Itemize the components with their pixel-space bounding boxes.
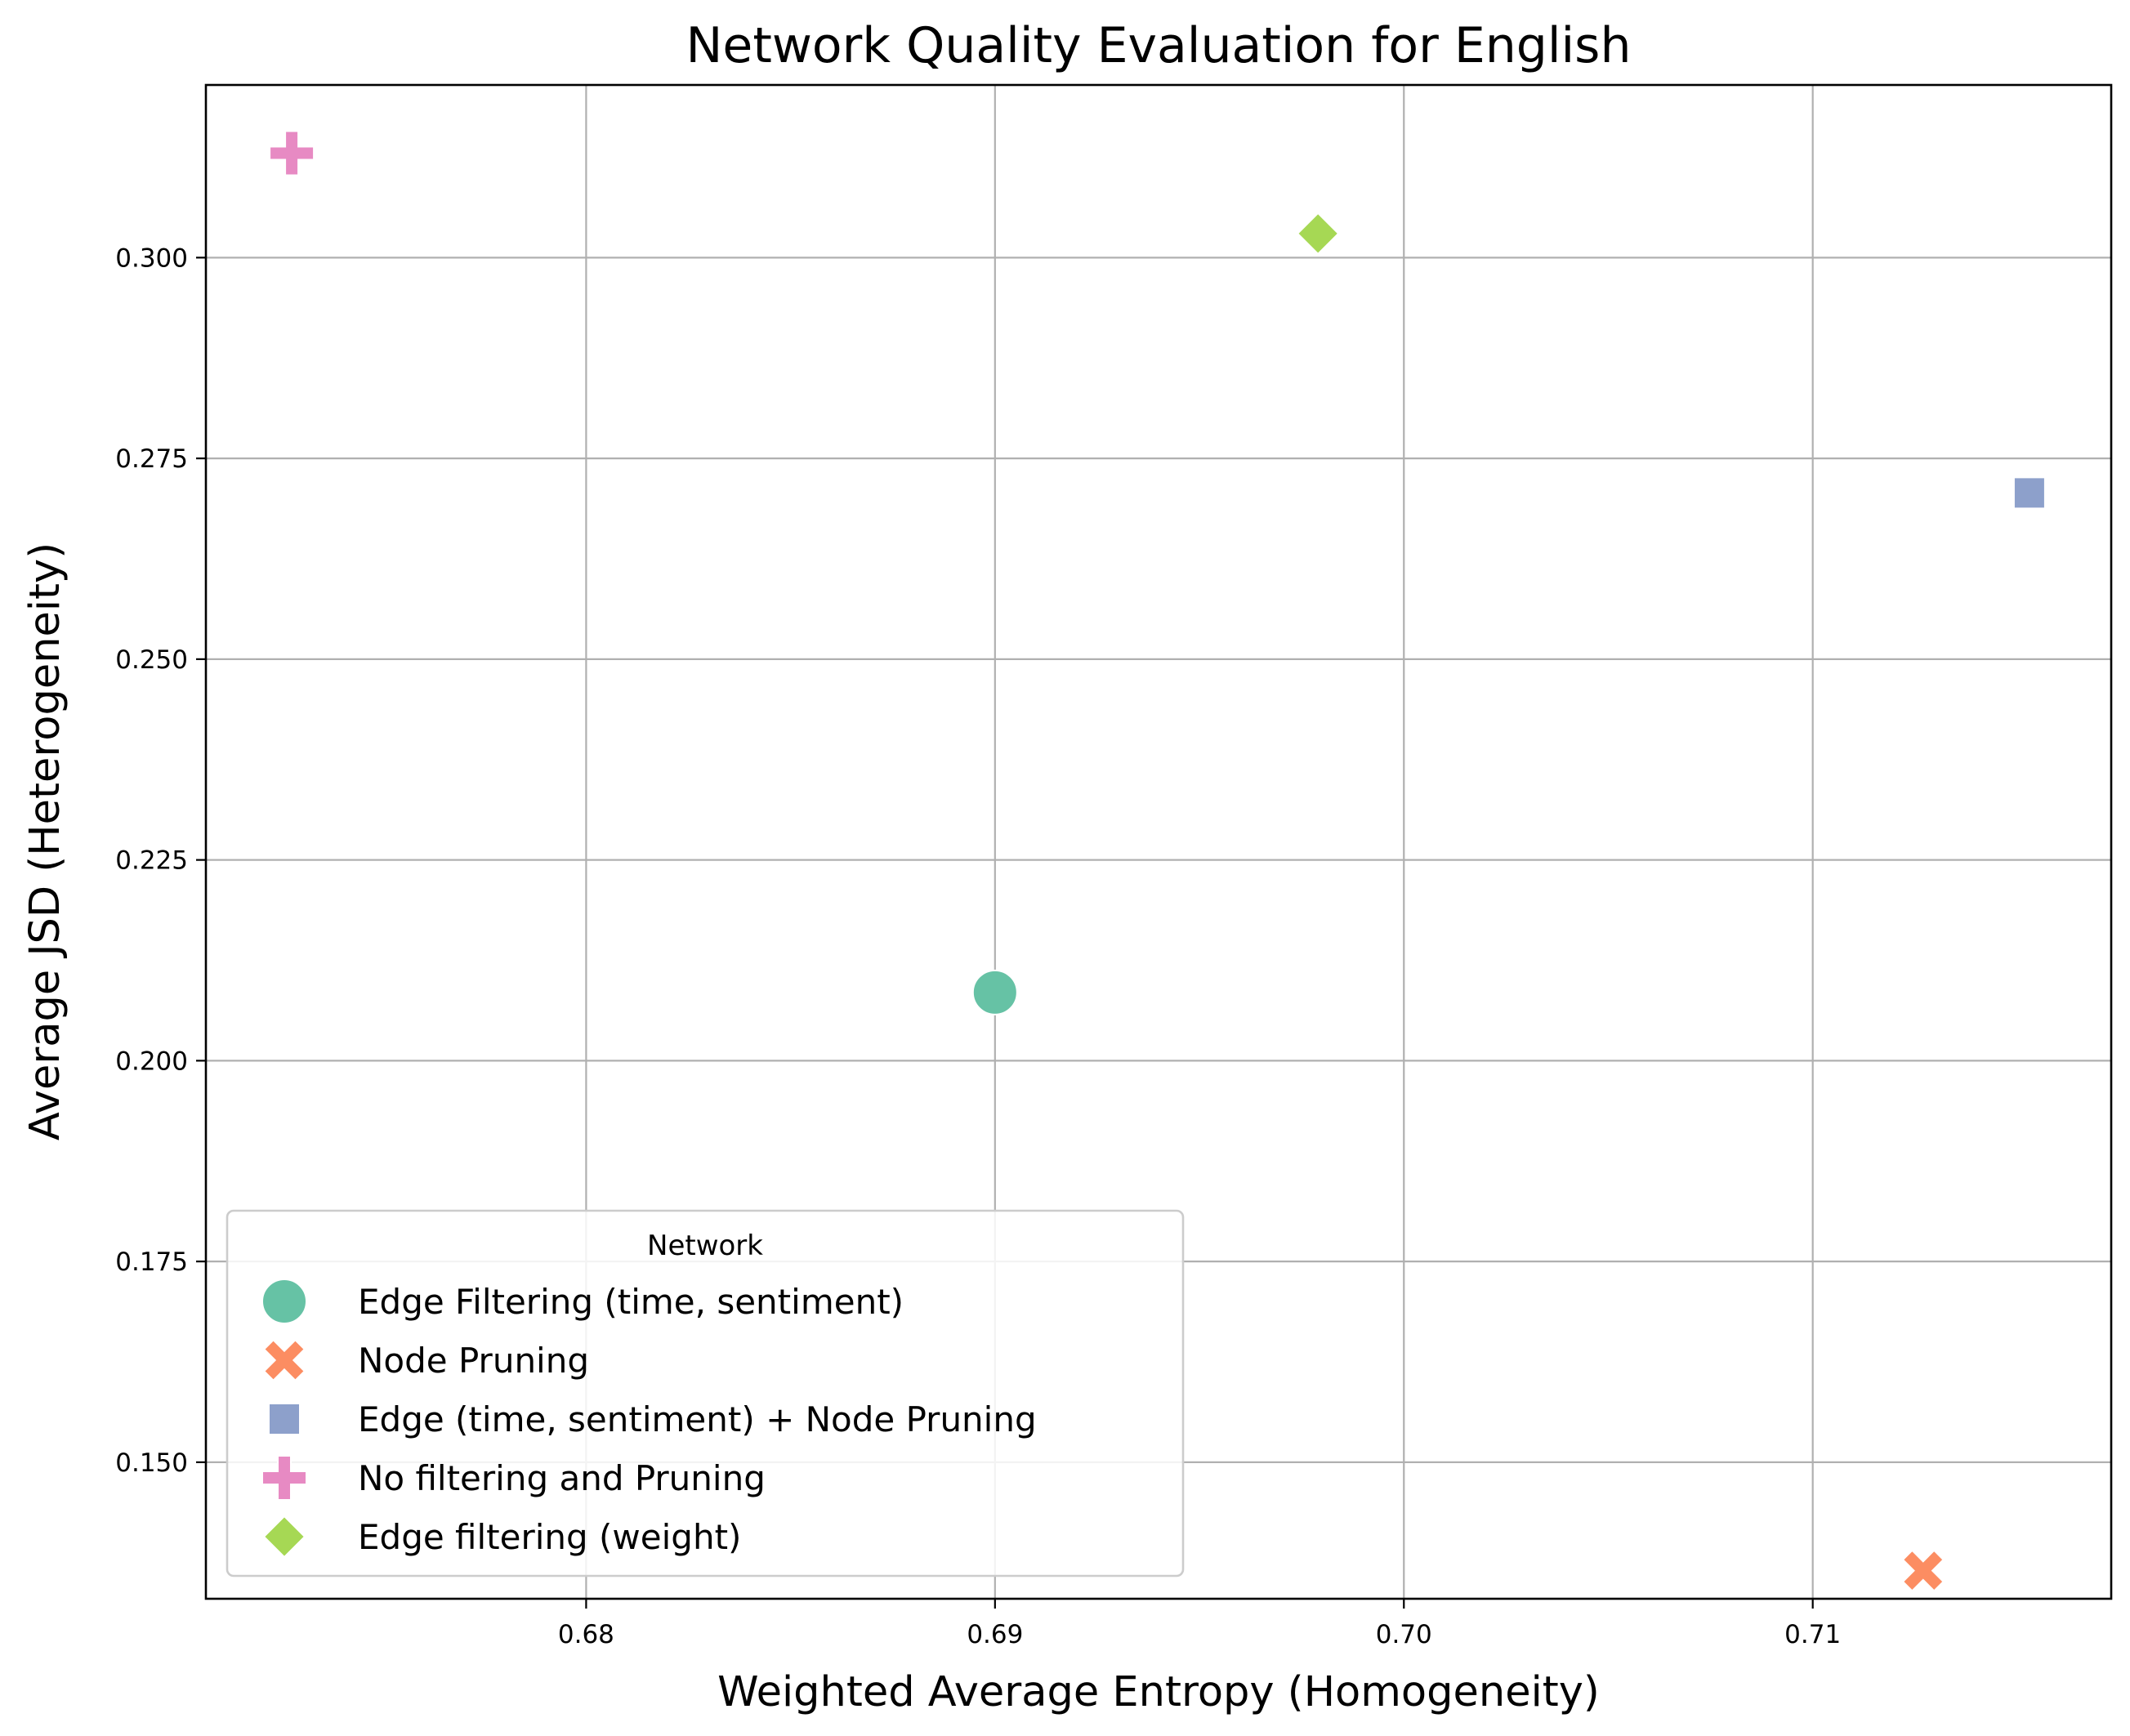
data-points: [269, 130, 2046, 1592]
x-tick-label: 0.69: [967, 1620, 1023, 1649]
legend-label: Edge (time, sentiment) + Node Pruning: [358, 1399, 1037, 1439]
x-axis-label: Weighted Average Entropy (Homogeneity): [717, 1668, 1600, 1716]
legend-label: Edge Filtering (time, sentiment): [358, 1282, 904, 1322]
data-point: [971, 969, 1018, 1015]
data-point: [269, 130, 315, 176]
legend-label: No filtering and Pruning: [358, 1458, 766, 1498]
y-tick-label: 0.175: [115, 1247, 188, 1277]
chart-title: Network Quality Evaluation for English: [686, 17, 1632, 74]
y-tick-label: 0.225: [115, 846, 188, 876]
legend-items: Edge Filtering (time, sentiment) Node Pru…: [261, 1279, 1037, 1559]
legend-marker: [261, 1279, 307, 1324]
x-tick-label: 0.71: [1784, 1620, 1841, 1649]
legend-marker: [262, 1338, 306, 1382]
legend: Network Edge Filtering (time, sentiment)…: [226, 1209, 1185, 1578]
y-tick-label: 0.275: [115, 444, 188, 474]
y-tick-label: 0.250: [115, 645, 188, 675]
y-axis-label: Average JSD (Heterogeneity): [21, 542, 69, 1140]
data-point: [1296, 212, 1340, 256]
y-tick-label: 0.150: [115, 1448, 188, 1478]
legend-label: Edge filtering (weight): [358, 1517, 741, 1557]
data-point: [2012, 476, 2046, 510]
x-tick-label: 0.70: [1376, 1620, 1432, 1649]
grid: [206, 85, 2111, 1599]
legend-marker: [268, 1403, 301, 1435]
y-tick-label: 0.300: [115, 243, 188, 273]
legend-label: Node Pruning: [358, 1341, 589, 1381]
data-point: [1901, 1549, 1945, 1592]
legend-marker: [261, 1455, 307, 1501]
plot-frame: [204, 83, 2113, 1600]
legend-marker: [262, 1515, 306, 1559]
x-tick-label: 0.68: [558, 1620, 614, 1649]
legend-title: Network: [647, 1229, 763, 1262]
legend-box: [226, 1209, 1185, 1578]
y-tick-label: 0.200: [115, 1047, 188, 1076]
axis-ticks: 0.68 0.69 0.70 0.71 0.150 0.175 0.200 0.225 0.25…: [115, 243, 1841, 1649]
